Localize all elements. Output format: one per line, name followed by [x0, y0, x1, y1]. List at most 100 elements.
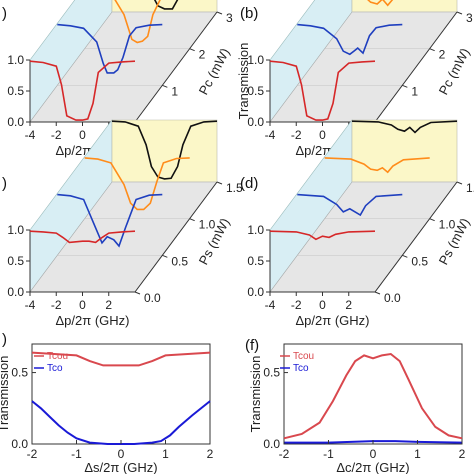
x-axis-label: Δp/2π (GHz) — [296, 313, 370, 328]
x-axis-label: Δc/2π (GHz) — [336, 460, 409, 474]
y-tick-label: 0.0 — [247, 115, 264, 129]
x-tick-label: -2 — [27, 447, 38, 461]
series-line-3 — [351, 120, 458, 134]
series-line-1 — [57, 193, 163, 248]
x-tick-label: -2 — [291, 298, 302, 312]
x-tick-label: 2 — [459, 447, 466, 461]
depth-tick-label: 2 — [199, 48, 206, 62]
depth-tick-label: 1 — [411, 84, 418, 98]
panel-label: (b) — [240, 5, 258, 22]
y-axis-label: Transmission — [248, 356, 263, 433]
series-line-0 — [269, 230, 376, 241]
x-tick-label: 2 — [345, 298, 352, 312]
depth-tick — [402, 254, 408, 258]
x-tick-label: -4 — [265, 298, 276, 312]
depth-tick — [189, 218, 195, 222]
series-line-1 — [31, 400, 211, 445]
y-tick-label: 1.0 — [247, 53, 264, 67]
series-line-2 — [84, 157, 190, 211]
series-line-0 — [269, 60, 376, 121]
x-tick-label: -2 — [291, 128, 302, 142]
series-line-1 — [57, 23, 163, 74]
depth-tick — [189, 48, 195, 52]
back-wall — [351, 0, 458, 13]
depth-tick-label: 1.0 — [439, 218, 456, 232]
panel-label: ) — [2, 331, 7, 348]
series-line-2 — [367, 0, 394, 7]
series-line-0 — [31, 351, 211, 367]
depth-tick — [134, 291, 141, 295]
depth-tick — [456, 11, 463, 15]
depth-axis — [374, 11, 458, 123]
legend-label: Tco — [47, 363, 63, 374]
depth-tick-label: 0.5 — [411, 254, 428, 268]
y-tick-label: 0.0 — [263, 437, 280, 451]
x-axis-label: Δp/2π (GHz) — [56, 313, 130, 328]
depth-tick-label: 3 — [226, 11, 233, 25]
depth-tick — [456, 181, 463, 185]
x-tick-label: -1 — [71, 447, 82, 461]
depth-tick-label: 0.0 — [384, 291, 401, 305]
depth-tick-label: 1 — [171, 84, 178, 98]
y-tick-label: 0.5 — [11, 366, 28, 380]
back-wall — [111, 119, 218, 183]
depth-tick — [402, 84, 408, 88]
panel-label: (f) — [245, 337, 259, 354]
x-tick-label: -4 — [25, 128, 36, 142]
y-tick-label: 1.0 — [7, 223, 24, 237]
depth-tick — [162, 84, 168, 88]
panel-e: -2 -1 0 1 2 0.0 0.5 Δs/2π (GHz) Transmission Tcou… — [0, 331, 214, 474]
depth-axis — [134, 181, 218, 293]
x-tick-label: -2 — [279, 447, 290, 461]
x-tick-label: 1 — [162, 447, 169, 461]
y-tick-label: 0.5 — [263, 366, 280, 380]
depth-tick-label: 1.5 — [226, 181, 243, 195]
panel-c: -4 -2 0 20.00.51.00.00.51.01.5Δp/2π (GHz)Ps… — [2, 119, 243, 328]
depth-tick-label: 0.5 — [171, 254, 188, 268]
y-tick-label: 0.0 — [11, 437, 28, 451]
series-line-1 — [297, 193, 403, 217]
x-tick-label: -1 — [323, 447, 334, 461]
series-line-1 — [297, 23, 403, 56]
depth-tick-label: 0.0 — [144, 291, 161, 305]
x-tick-label: 0 — [79, 128, 86, 142]
back-wall — [351, 119, 458, 183]
depth-tick-label: 2 — [439, 48, 446, 62]
depth-tick-label: 3 — [466, 11, 473, 25]
series-line-3 — [153, 0, 179, 10]
depth-tick — [429, 218, 435, 222]
depth-tick — [162, 254, 168, 258]
panel-label: ) — [2, 175, 7, 192]
depth-tick — [216, 11, 223, 15]
legend-label: Tco — [293, 363, 309, 374]
y-tick-label: 0.0 — [7, 115, 24, 129]
x-tick-label: 0 — [319, 298, 326, 312]
x-tick-label: 1 — [414, 447, 421, 461]
y-tick-label: 0.0 — [247, 285, 264, 299]
depth-axis — [134, 11, 218, 123]
panel-label: ) — [2, 5, 7, 22]
series-line-0 — [29, 60, 136, 121]
x-tick-label: 2 — [105, 298, 112, 312]
depth-axis — [374, 181, 458, 293]
series-line-3 — [111, 120, 218, 180]
depth-tick-label: 1.0 — [199, 218, 216, 232]
y-tick-label: 0.5 — [247, 84, 264, 98]
x-tick-label: 2 — [207, 447, 214, 461]
x-tick-label: 0 — [118, 447, 125, 461]
y-tick-label: 0.0 — [7, 285, 24, 299]
series-line-2 — [324, 157, 430, 174]
x-tick-label: -2 — [51, 298, 62, 312]
x-axis-label: Δs/2π (GHz) — [84, 460, 157, 474]
y-tick-label: 0.5 — [247, 254, 264, 268]
x-tick-label: -2 — [51, 128, 62, 142]
series-line-2 — [114, 0, 161, 44]
y-tick-label: 1.0 — [7, 53, 24, 67]
x-tick-label: 0 — [319, 128, 326, 142]
x-tick-label: 0 — [370, 447, 377, 461]
back-wall — [111, 0, 218, 13]
y-tick-label: 0.5 — [7, 254, 24, 268]
